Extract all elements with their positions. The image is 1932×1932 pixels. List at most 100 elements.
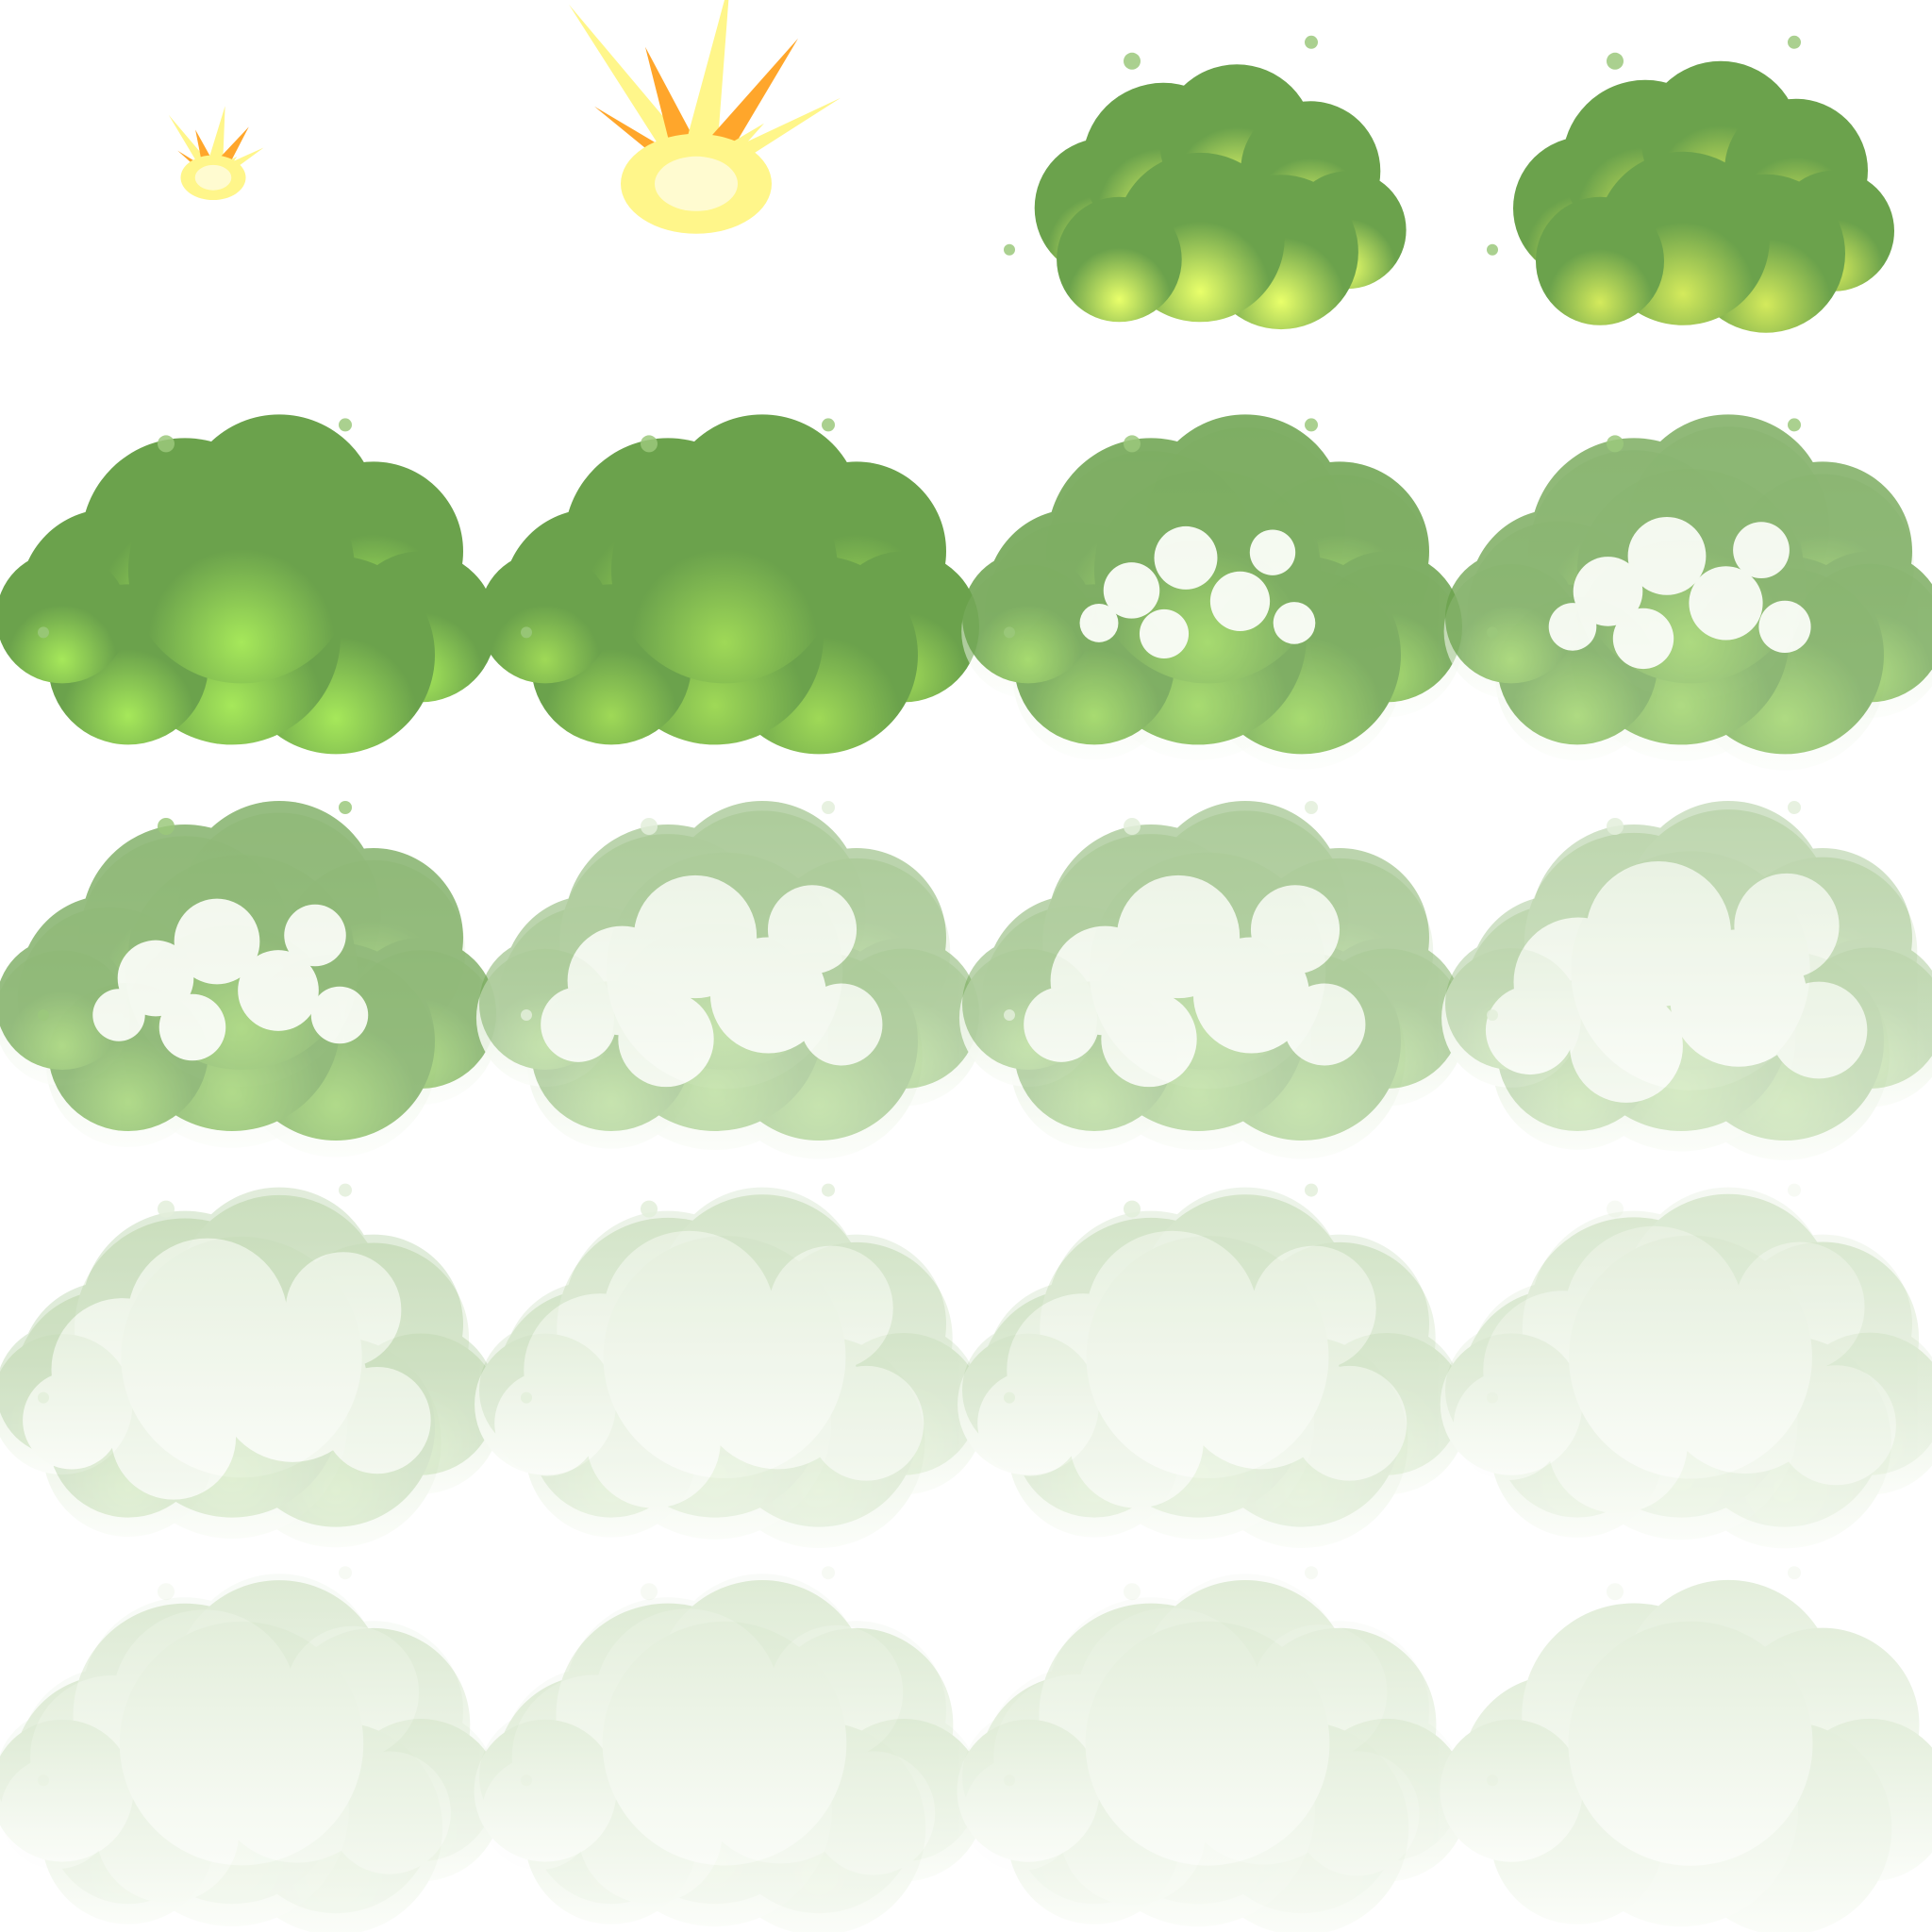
bubble [1788, 35, 1801, 49]
bubble [1124, 818, 1141, 835]
cloud-body [479, 801, 979, 1141]
cloud-gap [1251, 1245, 1376, 1371]
cloud-gap [1758, 600, 1811, 654]
cloud-body [1513, 60, 1894, 333]
bubble [1004, 1009, 1015, 1021]
frame-9 [0, 801, 498, 1158]
cloud-gap [767, 885, 858, 974]
frame-1 [168, 106, 264, 201]
cloud-gap [23, 1371, 121, 1470]
smoke-lobe [1440, 1719, 1583, 1862]
cloud-gap [1139, 608, 1190, 658]
cloud-gap [524, 1293, 677, 1447]
cloud-lobe [0, 1324, 128, 1457]
frame-13 [0, 1183, 502, 1548]
cloud-lobe [1536, 196, 1664, 325]
cloud-gap [327, 1751, 451, 1874]
bubble [38, 1391, 49, 1404]
cloud-lobe [479, 938, 611, 1070]
bubble [822, 418, 835, 432]
cloud-gap [1483, 1291, 1643, 1451]
smoke-lobe [602, 1621, 847, 1866]
spark-center [655, 156, 738, 211]
cloud-gap [0, 1756, 113, 1870]
cloud-gap [567, 925, 677, 1036]
bubble [38, 626, 49, 639]
cloud-gap [1485, 985, 1575, 1075]
cloud-lobe [479, 551, 611, 684]
bubble [1487, 1774, 1498, 1787]
frame-5 [0, 414, 496, 755]
bubble [1607, 1200, 1624, 1218]
cloud-gap [310, 986, 369, 1044]
cloud-gap [811, 1751, 935, 1874]
bubble [1607, 818, 1624, 835]
bubble [339, 418, 352, 432]
cloud-gap [30, 1675, 194, 1840]
cloud-gap [1548, 603, 1597, 651]
cloud-gap [1249, 529, 1296, 575]
bubble [1607, 52, 1624, 70]
bubble [1305, 418, 1318, 432]
cloud-gap [1060, 1759, 1206, 1905]
cloud-gap [1689, 566, 1763, 641]
bubble [1004, 1391, 1015, 1404]
cloud-gap [1735, 1241, 1865, 1373]
cloud-body [1034, 64, 1407, 330]
bubble [521, 626, 532, 639]
smoke-lobe [474, 1719, 617, 1862]
smoke-lobe [957, 1719, 1100, 1862]
cloud-gap [696, 1306, 859, 1470]
cloud-body [962, 1187, 1462, 1527]
frame-12 [1441, 801, 1932, 1160]
cloud-gap [494, 1371, 600, 1476]
cloud-gap [1079, 603, 1119, 642]
bubble [1124, 1200, 1141, 1218]
cloud-gap [1273, 602, 1316, 644]
frame-17 [0, 1566, 503, 1932]
cloud-gap [578, 1759, 723, 1904]
cloud-gap [1154, 525, 1218, 590]
bubble [521, 1009, 532, 1021]
cloud-lobe [611, 457, 838, 684]
cloud-lobe [962, 551, 1094, 684]
cloud-gap [284, 904, 346, 967]
cloud-gap [603, 1230, 775, 1404]
cloud-body [0, 1187, 496, 1527]
cloud-gap [1250, 885, 1341, 974]
cloud-gap [158, 993, 226, 1061]
frame-19 [957, 1566, 1469, 1932]
smoke-lobe [1085, 1621, 1330, 1866]
cloud-gap [1513, 917, 1643, 1047]
cloud-gap [1453, 1370, 1564, 1481]
frame-14 [475, 1183, 985, 1548]
cloud-gap [285, 1252, 402, 1368]
cloud-body [1445, 1187, 1932, 1527]
cloud-gap [482, 1757, 595, 1870]
cloud-gap [1627, 517, 1707, 595]
bubble [38, 1774, 49, 1787]
cloud-gap [127, 1238, 288, 1399]
frame-8 [1443, 414, 1932, 771]
bubble [339, 1566, 352, 1580]
frame-20 [1440, 1566, 1932, 1932]
spark-ray [168, 114, 223, 178]
cloud-lobe [128, 1229, 355, 1457]
bubble [1788, 418, 1801, 432]
cloud-lobe [962, 938, 1094, 1070]
cloud-gap [1547, 1374, 1688, 1514]
cloud-lobe [1445, 938, 1577, 1070]
bubble [1487, 243, 1498, 256]
cloud-gap [216, 1310, 369, 1462]
cloud-body [1445, 414, 1932, 755]
cloud-gap [768, 1245, 893, 1371]
cloud-gap [1103, 562, 1160, 619]
bubble [1305, 801, 1318, 814]
bubble [641, 1583, 658, 1601]
cloud-body [479, 414, 979, 755]
cloud-gap [209, 1689, 385, 1863]
cloud-gap [1050, 925, 1160, 1036]
cloud-gap [1294, 1751, 1419, 1875]
bubble [1004, 243, 1015, 256]
cloud-lobe [479, 1324, 611, 1457]
